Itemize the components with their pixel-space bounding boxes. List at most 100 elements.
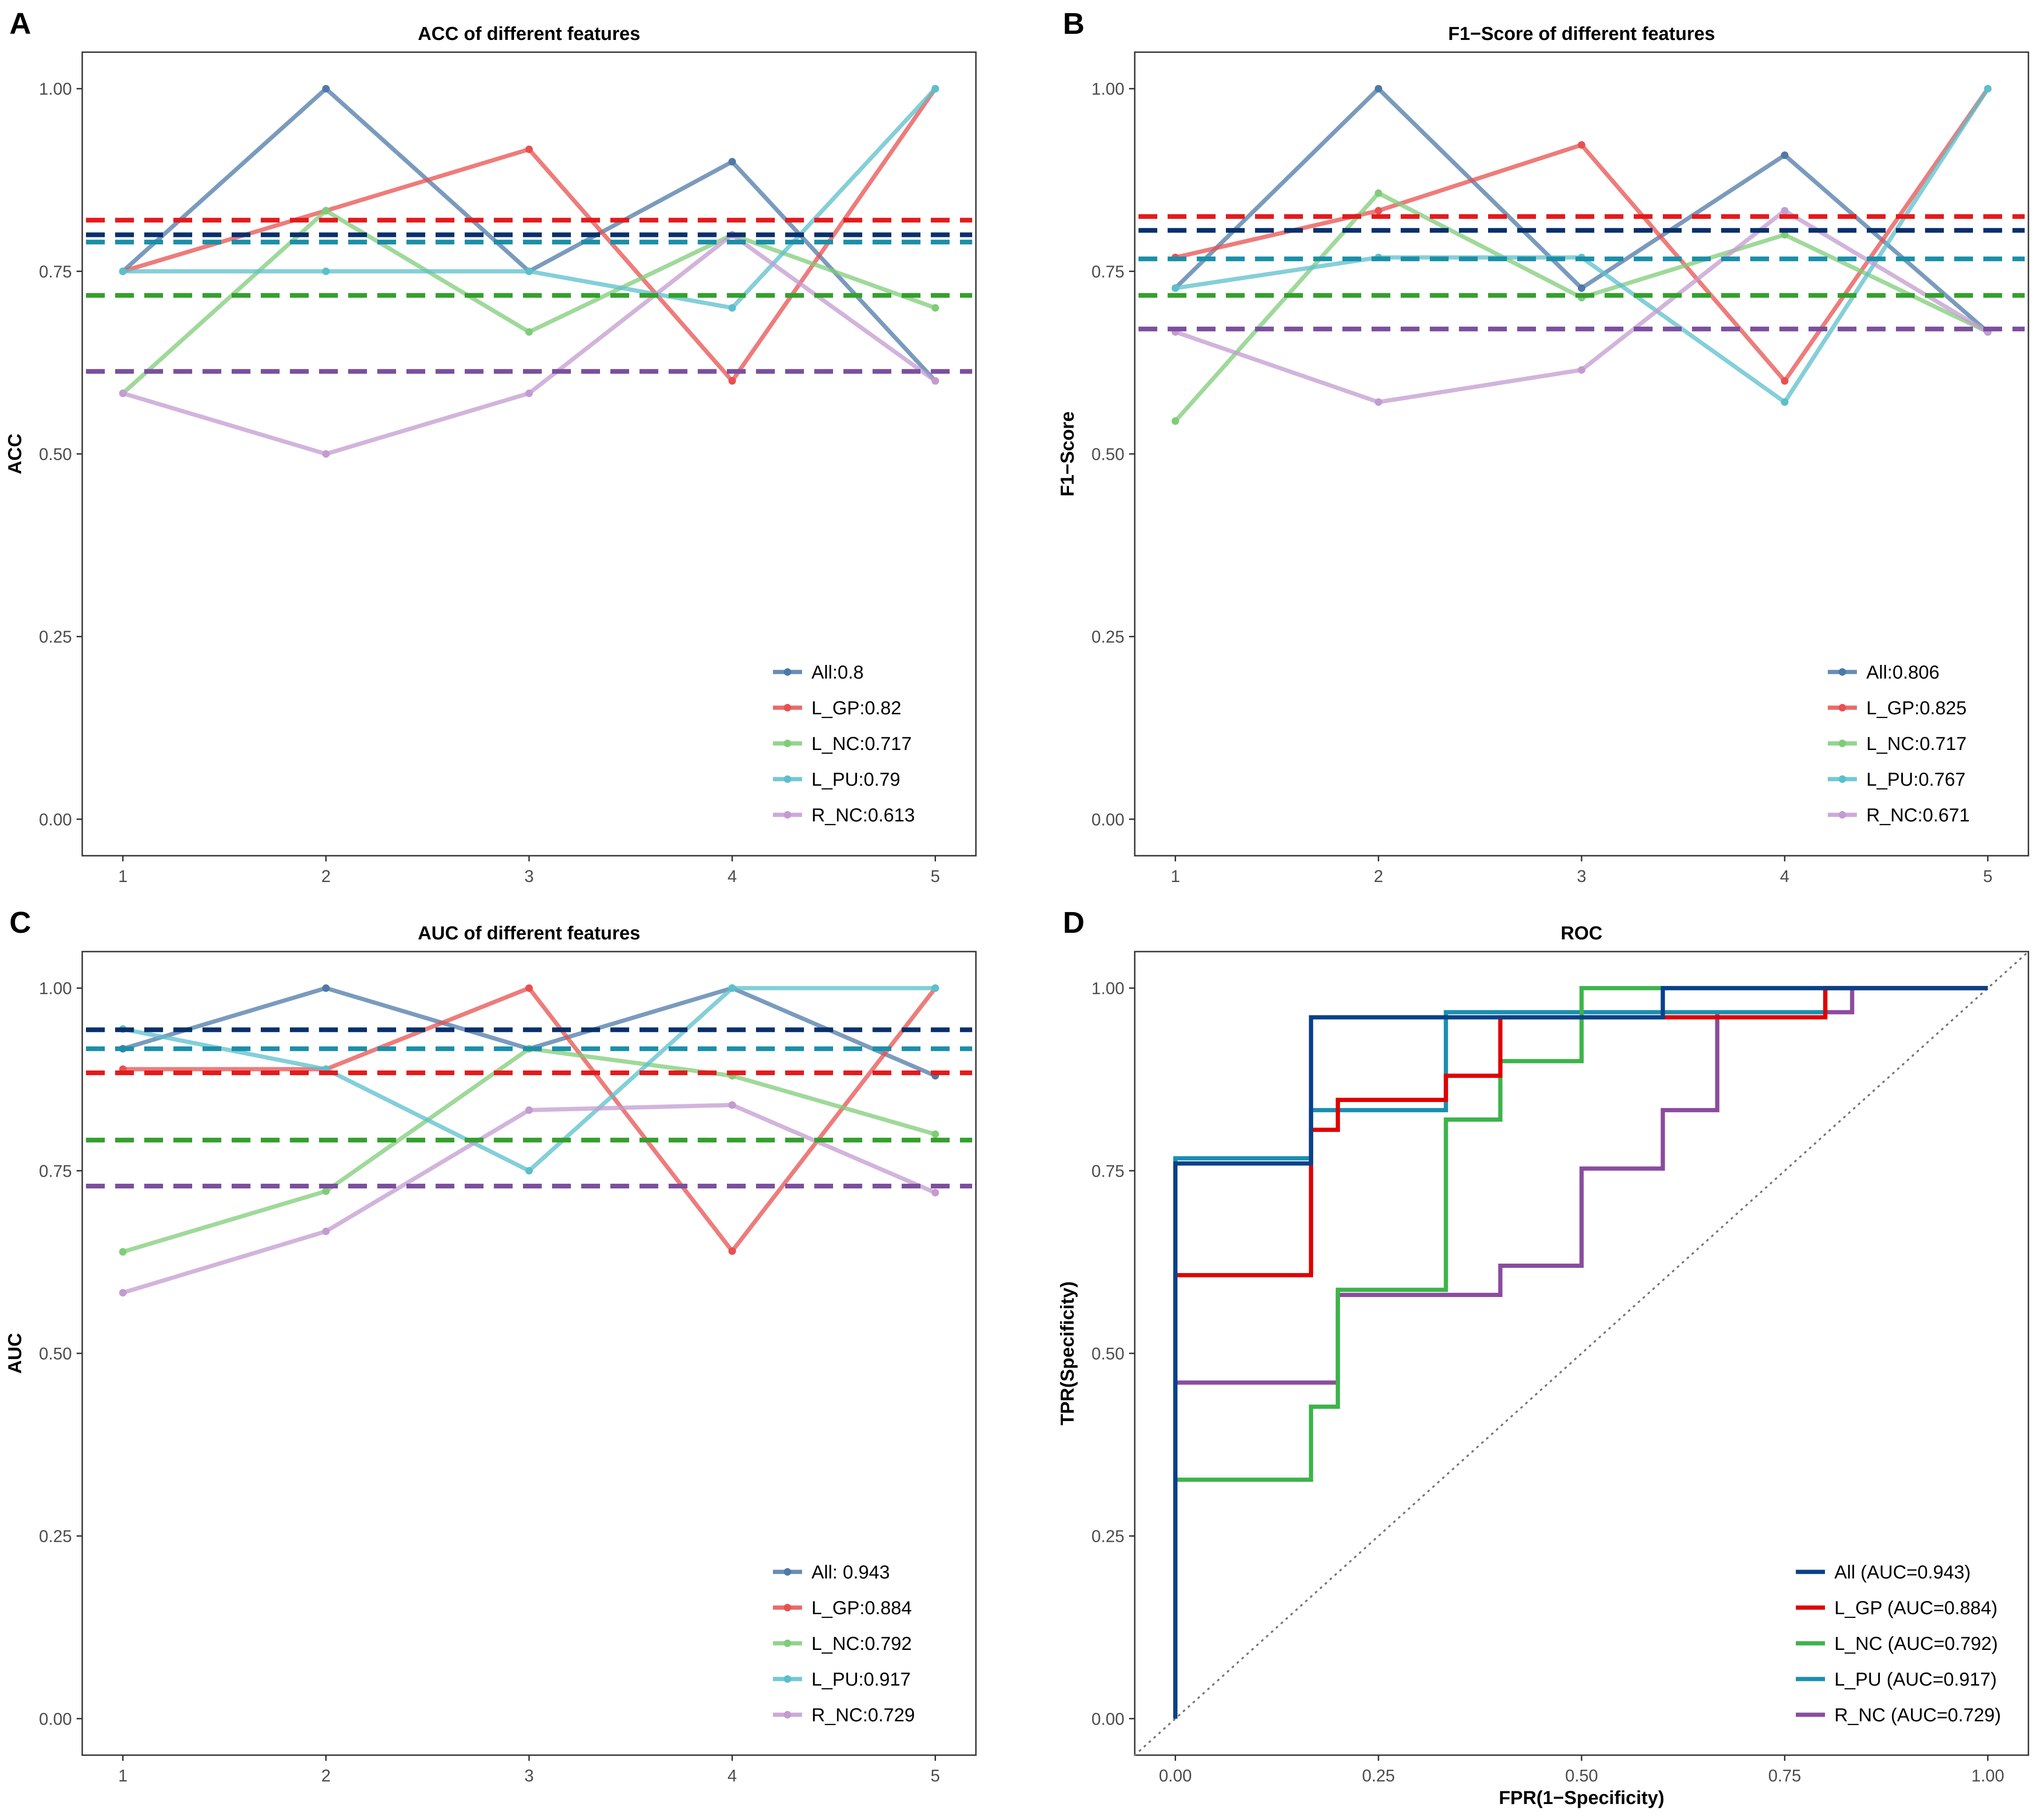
panel-c-point-l_nc: [322, 1187, 330, 1195]
panel-a-label: A: [9, 7, 31, 40]
panel-c-point-r_nc: [728, 1101, 736, 1109]
panel-d-roc-curve-l_nc: [1173, 986, 1988, 1719]
panel-a-point-l_nc: [931, 304, 939, 312]
panel-b-legend-dot-l_pu: [1839, 775, 1846, 783]
panel-a-xtick-label: 1: [118, 867, 127, 886]
panel-a-xtick-label: 4: [727, 867, 737, 886]
panel-a-ytick-label: 1.00: [39, 79, 72, 99]
panel-c-xtick-label: 3: [524, 1766, 534, 1785]
panel-a-legend-dot-l_gp: [784, 704, 791, 711]
panel-a-point-l_pu: [322, 267, 330, 275]
panel-b-xtick-label: 3: [1577, 867, 1586, 886]
panel-d-roc-curve-all: [1173, 986, 1988, 1719]
panel-b-legend-dot-l_nc: [1839, 740, 1846, 747]
panel-b-ytick-label: 1.00: [1092, 79, 1124, 99]
panel-b-legend-label-r_nc: R_NC:0.671: [1866, 805, 1970, 826]
panel-d-ytick-label: 0.50: [1092, 1344, 1124, 1363]
panel-b-point-r_nc: [1781, 207, 1789, 215]
panel-b-point-all: [1781, 151, 1789, 159]
panel-d-ytick-label: 1.00: [1092, 979, 1124, 998]
panel-d-ylabel: TPR(Specificity): [1057, 1281, 1078, 1426]
panel-d-title: ROC: [1561, 923, 1603, 944]
panel-c-series-line-r_nc: [122, 1102, 936, 1295]
panel-a-point-r_nc: [322, 450, 330, 458]
panel-b-point-l_gp: [1781, 377, 1789, 385]
panel-a-xtick-label: 3: [524, 867, 534, 886]
panel-b-point-all: [1578, 284, 1585, 292]
panel-b-ytick-label: 0.00: [1092, 810, 1124, 829]
panel-c-point-l_gp: [728, 1247, 736, 1255]
panel-b-legend-label-l_nc: L_NC:0.717: [1866, 734, 1966, 754]
panel-b-point-l_gp: [1578, 141, 1585, 149]
panel-b-title: F1−Score of different features: [1448, 23, 1715, 44]
panel-b-xtick-label: 5: [1983, 867, 1993, 886]
panel-d-xtick-label: 0.75: [1768, 1766, 1801, 1785]
panel-c-label: C: [9, 906, 31, 939]
panel-a-ytick-label: 0.25: [39, 627, 72, 647]
panel-c-point-l_nc: [119, 1248, 127, 1256]
panel-c-legend-label-r_nc: R_NC:0.729: [811, 1705, 915, 1726]
panel-a-legend-label-l_pu: L_PU:0.79: [811, 769, 900, 790]
panel-b-ytick-label: 0.50: [1092, 445, 1124, 464]
panel-c-ytick-label: 0.25: [39, 1527, 72, 1546]
panel-c-legend-label-l_gp: L_GP:0.884: [811, 1598, 912, 1618]
panel-a-point-r_nc: [525, 389, 533, 397]
panel-a-ytick-label: 0.75: [39, 262, 72, 281]
panel-d-legend-label-l_gp: L_GP (AUC=0.884): [1834, 1598, 1997, 1618]
panel-a-xtick-label: 2: [321, 867, 331, 886]
panel-b-legend-label-l_gp: L_GP:0.825: [1866, 698, 1967, 719]
panel-c-ytick-label: 1.00: [39, 979, 72, 998]
panel-c-legend-label-l_nc: L_NC:0.792: [811, 1633, 912, 1654]
panel-c-xtick-label: 2: [321, 1766, 331, 1785]
panel-d-reference-diagonal: [1134, 951, 2029, 1756]
panel-c-ytick-label: 0.00: [39, 1709, 72, 1728]
panel-a-legend-label-all: All:0.8: [811, 662, 864, 683]
panel-c-legend-dot-l_nc: [784, 1640, 791, 1647]
panel-b-ytick-label: 0.75: [1092, 262, 1124, 281]
panel-b-legend-dot-all: [1839, 668, 1846, 676]
panel-a-legend-dot-l_pu: [784, 775, 791, 783]
panel-b-legend-dot-l_gp: [1839, 704, 1846, 711]
panel-a-ytick-label: 0.50: [39, 445, 72, 464]
panel-b-label: B: [1063, 7, 1084, 40]
panel-a-point-r_nc: [931, 377, 939, 385]
panel-c-point-l_pu: [931, 984, 939, 992]
panel-b-point-all: [1374, 85, 1382, 93]
panel-b-legend-dot-r_nc: [1839, 811, 1846, 819]
panel-c-xtick-label: 4: [727, 1766, 737, 1785]
panel-a-point-all: [322, 85, 330, 93]
panel-b-ylabel: F1−Score: [1057, 411, 1078, 496]
panel-a-title: ACC of different features: [418, 23, 640, 44]
panel-a-point-l_pu: [119, 267, 127, 275]
panel-c-legend-label-all: All: 0.943: [811, 1562, 890, 1583]
panel-d-xtick-label: 0.25: [1362, 1766, 1395, 1785]
panel-a-ytick-label: 0.00: [39, 810, 72, 829]
panel-a-point-l_pu: [525, 267, 533, 275]
panel-d-legend-label-l_pu: L_PU (AUC=0.917): [1834, 1669, 1997, 1690]
panel-b-xtick-label: 2: [1374, 867, 1383, 886]
panel-b-ytick-label: 0.25: [1092, 627, 1124, 647]
panel-a-legend-label-r_nc: R_NC:0.613: [811, 805, 915, 826]
panel-c-series-line-l_nc: [122, 1047, 936, 1254]
panel-c-point-l_pu: [728, 984, 736, 992]
panel-d-legend-label-r_nc: R_NC (AUC=0.729): [1834, 1705, 2001, 1726]
panel-c-point-r_nc: [931, 1189, 939, 1196]
panel-b-xtick-label: 1: [1170, 867, 1180, 886]
panel-b-point-r_nc: [1374, 398, 1382, 406]
panel-d-ytick-label: 0.00: [1092, 1709, 1124, 1728]
panel-d-label: D: [1063, 906, 1084, 939]
panel-b-point-l_nc: [1374, 189, 1382, 197]
panel-a-point-l_nc: [322, 207, 330, 215]
panel-b-series-line-l_gp: [1175, 87, 1990, 384]
panel-a-point-r_nc: [119, 389, 127, 397]
panel-b-point-l_pu: [1984, 85, 1992, 93]
panel-c-point-l_pu: [525, 1167, 533, 1175]
panel-c-point-all: [322, 984, 330, 992]
panel-b-xtick-label: 4: [1780, 867, 1789, 886]
panel-b-point-l_pu: [1781, 398, 1789, 406]
panel-d-xlabel: FPR(1−Specificity): [1499, 1788, 1664, 1808]
panel-c-point-r_nc: [322, 1227, 330, 1235]
panel-d-ytick-label: 0.75: [1092, 1161, 1124, 1180]
panel-a-point-l_pu: [728, 304, 736, 312]
panel-c-point-l_gp: [525, 984, 533, 992]
